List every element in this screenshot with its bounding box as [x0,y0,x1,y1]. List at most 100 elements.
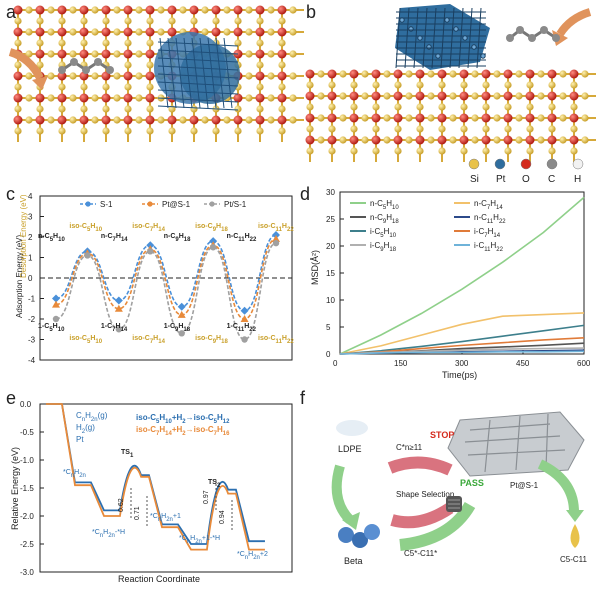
oxygen-atom [393,113,403,123]
silicon-atom [504,103,512,111]
oxygen-atom [569,113,579,123]
silicon-atom [317,92,325,100]
oxygen-atom [371,113,381,123]
silicon-atom [372,125,380,133]
silicon-atom [537,114,545,122]
silicon-atom [80,83,88,91]
silicon-atom [482,81,490,89]
pt-atom [471,44,477,50]
silicon-atom [526,147,534,155]
oxygen-atom [145,115,155,125]
oxygen-atom [277,49,287,59]
pt-bond [157,73,239,79]
oxygen-atom [123,5,133,15]
silicon-atom [135,72,143,80]
legend-label: i-C5H10 [370,227,397,239]
pt-bond [476,7,482,69]
silicon-atom [267,72,275,80]
x-tick-label: 600 [577,359,591,368]
silicon-atom [372,147,380,155]
silicon-atom [361,114,369,122]
annotation-top: iso-C9H18 [195,223,228,233]
silicon-atom [91,28,99,36]
silicon-atom [157,28,165,36]
pt-atom [444,17,450,23]
oxygen-atom [57,49,67,59]
silicon-atom [405,114,413,122]
oxygen-atom [437,91,447,101]
barrier-label: 0.94 [219,510,226,524]
y-tick-label: 2 [28,233,33,242]
oxygen-atom [277,93,287,103]
silicon-atom [146,61,154,69]
silicon-atom [581,70,589,78]
silicon-atom [25,50,33,58]
atom-legend-label: Si [470,174,479,185]
y-tick-label: 30 [326,188,335,197]
silicon-atom [234,127,242,135]
oxygen-atom [255,5,265,15]
annotation-bottom: 1-C9H18 [164,323,191,333]
pt-bond [223,37,233,109]
alkene-molecule-a [58,58,114,74]
silicon-atom [146,127,154,135]
silicon-atom [471,70,479,78]
pt-bond [440,7,446,69]
silicon-atom [256,17,264,25]
silicon-atom [581,114,589,122]
oxygen-atom [123,27,133,37]
data-point [52,300,60,308]
silicon-atom [14,17,22,25]
silicon-atom [47,72,55,80]
oxygen-atom [371,135,381,145]
legend-left-label: CnH2n(g) [76,411,108,423]
oxygen-atom [459,69,469,79]
series-line-i-C11H22 [339,350,585,355]
silicon-atom [278,17,286,25]
silicon-atom [278,105,286,113]
oxygen-atom [569,135,579,145]
pt-bond [191,37,201,109]
stop-label: STOP [430,430,454,440]
pt-bond [431,7,437,69]
arrowhead-ldpe [342,512,360,530]
pt-atom [462,35,468,41]
silicon-atom [559,114,567,122]
silicon-atom [570,147,578,155]
silicon-atom [339,114,347,122]
silicon-atom [416,81,424,89]
silicon-atom [493,92,501,100]
data-point [146,241,155,250]
short-chain-label: C5*-C11* [404,549,437,558]
legend-label: n-C5H10 [370,199,399,211]
silicon-atom [223,6,231,14]
silicon-atom [157,116,165,124]
silicon-atom [427,136,435,144]
silicon-atom [267,94,275,102]
silicon-atom [245,50,253,58]
silicon-atom [91,94,99,102]
beta-label: Beta [344,556,363,566]
data-point [178,330,185,337]
y-tick-label: 10 [326,296,335,305]
silicon-atom [383,114,391,122]
silicon-atom [58,83,66,91]
silicon-atom [267,28,275,36]
silicon-atom [135,50,143,58]
silicon-atom [383,92,391,100]
silicon-atom [416,103,424,111]
silicon-atom [289,72,297,80]
long-chain-label: C*n≥11 [396,443,423,452]
x-tick-label: 300 [455,359,469,368]
oxygen-atom [415,135,425,145]
data-point [272,235,280,243]
silicon-atom [504,147,512,155]
silicon-atom [394,103,402,111]
silicon-atom [570,103,578,111]
silicon-atom [350,147,358,155]
silicon-atom [526,103,534,111]
silicon-atom [581,92,589,100]
pt-bond [175,37,185,109]
data-point [272,239,280,247]
